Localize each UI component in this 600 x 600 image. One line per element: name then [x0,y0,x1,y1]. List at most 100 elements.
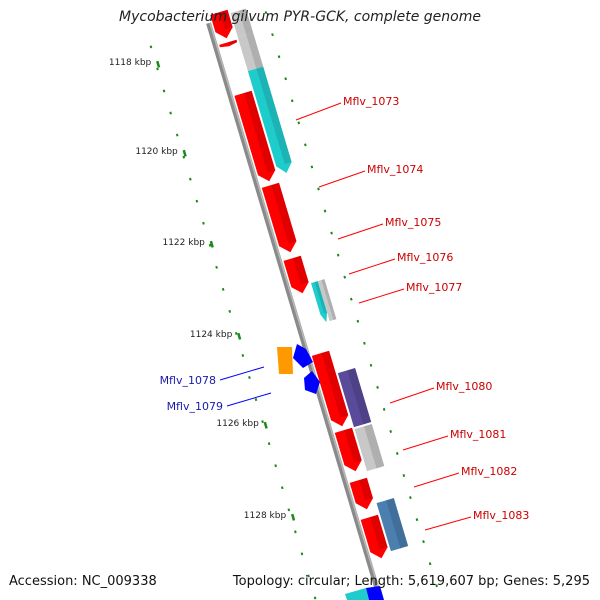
inner-scale-dot [313,596,317,600]
kbp-tick-mark [290,513,296,521]
outer-scale-dot [336,253,340,257]
inner-scale-dot [202,221,205,225]
gene-label: Mflv_1079 [167,400,223,413]
forward-cds-arrow [360,514,388,559]
forward-cds-arrow-shade [219,9,233,30]
inner-scale-dot [267,442,271,446]
gene-label: Mflv_1076 [397,251,453,264]
outer-scale-dot [284,77,287,81]
rna-feature-block-shade [364,424,385,469]
inner-scale-dot [274,464,278,468]
rna-feature-block-shade [321,279,337,321]
inner-scale-dot [248,376,251,380]
forward-cds-arrow [261,182,297,253]
outer-scale-dot [369,363,373,367]
gene-label: Mflv_1077 [406,281,462,294]
gene-label-leader [413,472,460,488]
outer-scale-dot [264,11,268,15]
misc-feature-block-shade [347,368,372,425]
kbp-tick-mark [182,149,187,157]
inner-scale-dot [189,177,192,181]
rna-feature-block-shade [239,8,254,35]
gene-label: Mflv_1078 [160,374,216,387]
gene-label-leader [295,102,342,121]
gene-label: Mflv_1080 [436,380,492,393]
gene-label-leader [348,258,396,275]
gene-label-leader [318,170,366,188]
gene-label-leader [389,387,435,404]
outer-scale-dot [415,518,419,522]
forward-cds-arrow-shade [321,350,349,418]
outer-scale-dot [435,584,438,588]
orange-feature-block [277,347,293,374]
forward-cds-arrow-shade [228,39,238,45]
inner-scale-dot [175,133,179,137]
rrna-feature-arrow [247,66,292,173]
kbp-tick-label: 1118 kbp [109,58,152,68]
outer-scale-dot [395,452,399,455]
outer-scale-dot [382,407,386,411]
rna-feature-block [317,279,337,322]
outer-scale-dot [409,496,412,500]
inner-scale-dot [149,45,153,49]
outer-scale-dot [402,474,406,478]
rna-feature-block-shade [246,32,264,69]
forward-cds-arrow [210,9,233,39]
kbp-tick-mark [263,421,268,429]
outer-scale-dot [330,231,333,235]
forward-cds-arrow-shade [293,255,309,285]
gene-label: Mflv_1083 [473,509,529,522]
forward-cds-arrow-shade [370,514,388,550]
gene-label: Mflv_1082 [461,465,517,478]
gene-label-leader [358,288,405,304]
gene-label: Mflv_1081 [450,428,506,441]
backbone-highlight [209,22,383,600]
misc-feature-block-shade [386,498,409,549]
forward-cds-arrow [334,427,362,472]
kbp-tick-label: 1122 kbp [162,238,205,248]
inner-scale-dot [294,530,297,534]
backbone-line [206,22,383,600]
forward-cds-arrow [219,39,238,48]
gene-label: Mflv_1074 [367,163,423,176]
rrna-feature-arrow [345,588,369,600]
kbp-tick-label: 1120 kbp [135,147,178,157]
outer-scale-dot [277,55,281,59]
kbp-tick-label: 1128 kbp [244,511,287,521]
outer-scale-dot [389,429,393,433]
outer-scale-dot [376,385,379,389]
forward-cds-arrow-shade [243,90,276,173]
inner-scale-dot [162,89,166,93]
forward-cds-arrow [311,350,349,427]
inner-scale-dot [261,420,264,424]
gene-label-leader [402,435,449,451]
inner-scale-dot [195,199,199,203]
gene-label-leader [219,366,265,381]
kbp-tick-mark [156,60,161,68]
inner-scale-dot [208,243,212,247]
outer-scale-dot [356,319,360,323]
inner-scale-dot [156,67,159,71]
forward-cds-arrow [283,255,309,294]
outer-scale-dot [363,341,366,345]
kbp-tick-mark [209,240,214,248]
kbp-tick-mark [237,332,242,340]
outer-scale-dot [310,165,314,169]
gene-label-leader [226,392,272,407]
reverse-cds-arrow [366,586,384,600]
inner-scale-dot [241,354,245,357]
accession-text: Accession: NC_009338 [9,574,157,589]
outer-scale-dot [323,209,327,213]
inner-scale-dot [221,287,225,291]
outer-scale-dot [297,121,301,125]
inner-scale-dot [254,398,258,402]
outer-scale-dot [271,33,274,37]
outer-scale-dot [343,275,347,279]
gene-label: Mflv_1073 [343,95,399,108]
rna-feature-block [354,424,385,472]
map-title: Mycobacterium gilvum PYR-GCK, complete g… [119,9,481,25]
rrna-feature-arrow-shade [256,66,292,165]
gene-label: Mflv_1075 [385,216,441,229]
inner-scale-dot [300,552,304,556]
